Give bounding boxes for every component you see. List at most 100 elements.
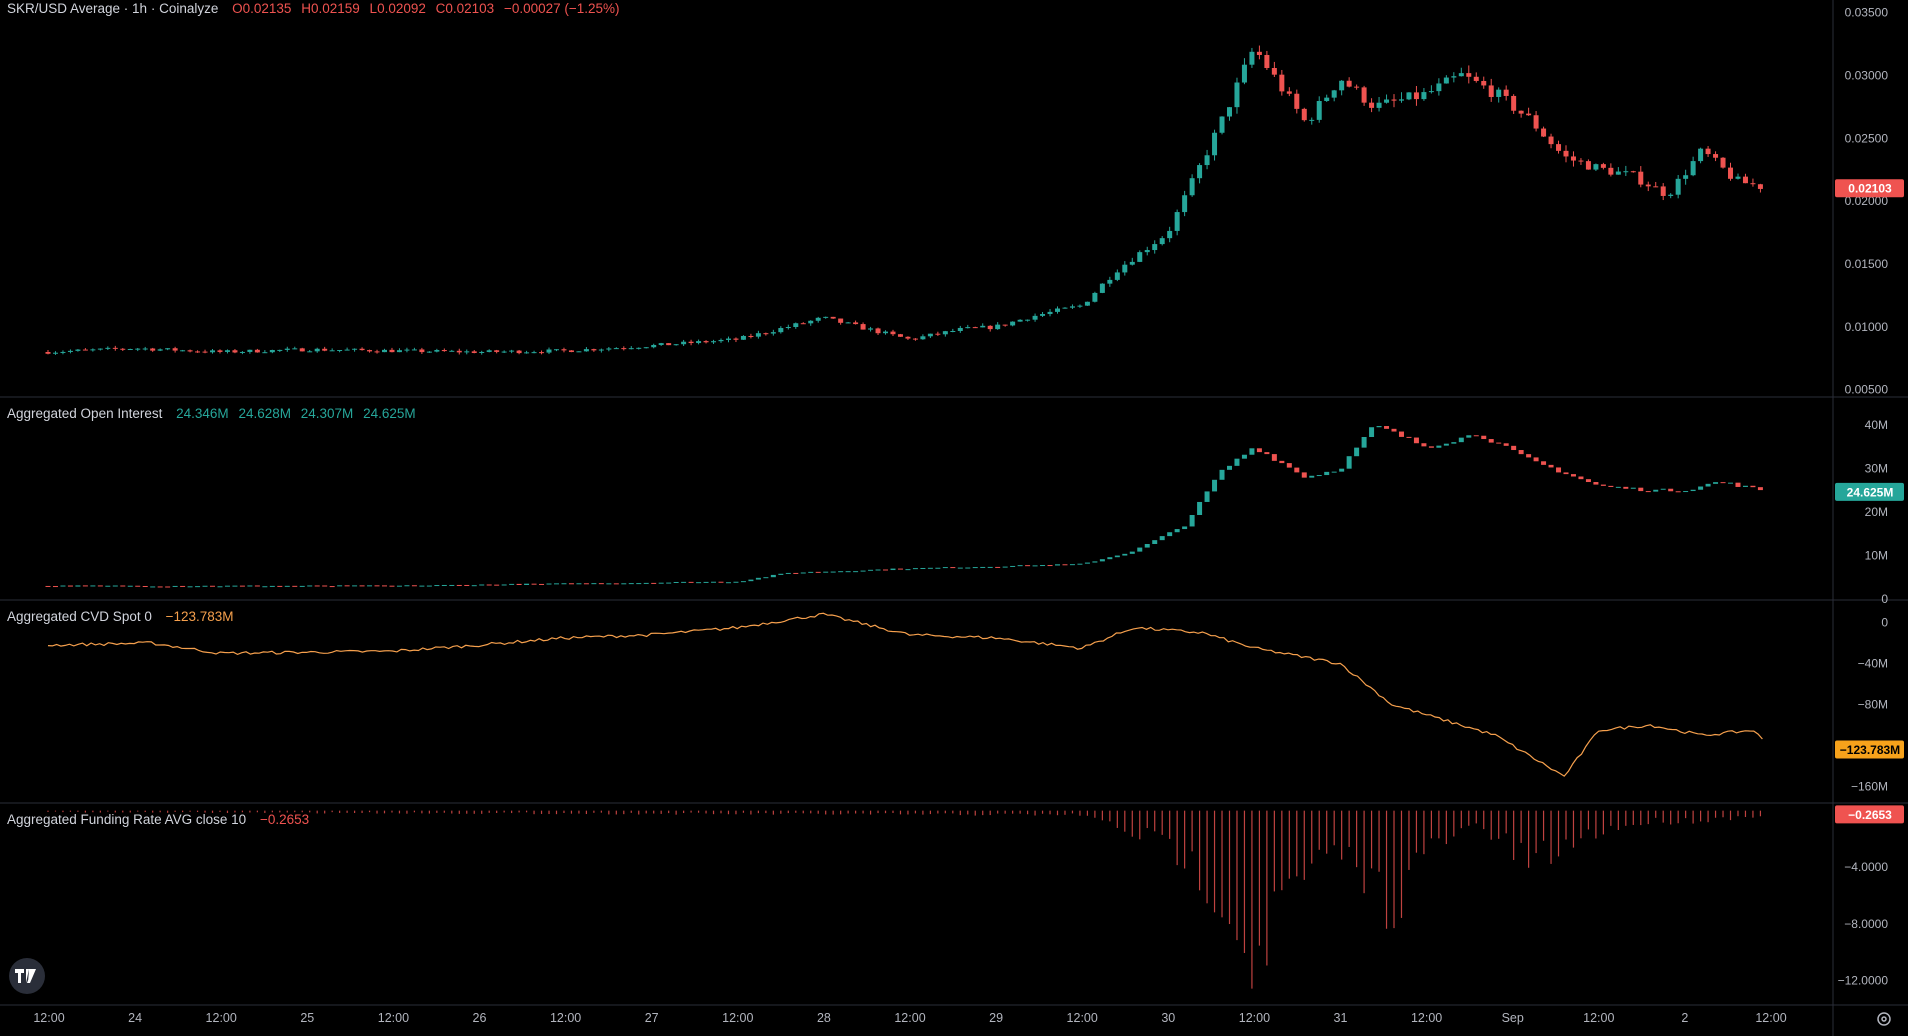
oi-candle	[912, 568, 918, 570]
oi-candle	[284, 585, 290, 587]
oi-candle	[1660, 488, 1666, 490]
cvd-tick-label: −40M	[1858, 657, 1888, 671]
price-candle	[621, 348, 627, 350]
cvd-value: −123.783M	[165, 609, 234, 624]
price-candle	[434, 350, 440, 352]
funding-pane[interactable]	[47, 810, 1762, 989]
price-pane[interactable]	[45, 45, 1763, 355]
price-candle	[1137, 252, 1143, 262]
oi-candle	[157, 586, 163, 588]
price-candle	[568, 350, 574, 353]
oi-candle	[561, 583, 567, 585]
price-candle	[1346, 80, 1352, 87]
oi-candle	[1600, 484, 1606, 486]
price-candle	[1032, 315, 1038, 320]
high-value: 0.02159	[310, 1, 360, 16]
price-candle	[1720, 157, 1726, 168]
price-candle	[1481, 80, 1487, 86]
oi-candle	[591, 583, 597, 585]
price-candle	[1301, 108, 1307, 121]
oi-candle	[1032, 565, 1038, 567]
symbol-title[interactable]: SKR/USD Average · 1h · Coinalyze	[7, 1, 219, 16]
oi-candle	[359, 585, 365, 587]
oi-candle	[838, 571, 844, 573]
open-interest-pane[interactable]	[45, 426, 1763, 588]
time-tick-label: Sep	[1502, 1011, 1524, 1025]
oi-candle	[449, 584, 455, 586]
price-candle	[210, 350, 216, 353]
oi-candle	[1436, 445, 1442, 448]
oi-candle	[1413, 437, 1419, 444]
price-candle	[1331, 90, 1337, 98]
price-candle	[419, 349, 425, 353]
oi-candle	[576, 583, 582, 585]
price-candle	[1750, 183, 1756, 185]
funding-value: −0.2653	[259, 812, 310, 827]
oi-candle	[1458, 437, 1464, 443]
price-candle	[359, 348, 365, 351]
oi-high: 24.628M	[238, 406, 291, 421]
price-candle	[696, 341, 702, 344]
tradingview-logo[interactable]	[9, 958, 45, 994]
oi-candle	[1683, 491, 1689, 493]
price-candle	[1114, 272, 1120, 280]
oi-candle	[1570, 474, 1576, 477]
funding-tick-label: −4.0000	[1844, 860, 1888, 874]
gear-icon[interactable]	[1876, 1011, 1892, 1027]
oi-candle	[60, 585, 66, 587]
price-candle	[1092, 292, 1098, 302]
oi-candle	[1473, 435, 1479, 437]
price-candle	[464, 351, 470, 353]
price-candle	[815, 317, 821, 321]
price-candle	[606, 348, 612, 350]
price-candle	[157, 349, 163, 351]
time-tick-label: 12:00	[1755, 1011, 1786, 1025]
oi-tick-label: 20M	[1865, 505, 1888, 519]
oi-candle	[165, 586, 171, 588]
price-candle	[1167, 230, 1173, 239]
oi-candle	[1720, 482, 1726, 484]
oi-candle	[1346, 456, 1352, 469]
funding-tick-label: −12.0000	[1838, 973, 1889, 987]
oi-candle	[696, 582, 702, 584]
funding-tick-label: −8.0000	[1844, 917, 1888, 931]
price-candle	[718, 339, 724, 342]
price-candle	[591, 349, 597, 351]
funding-title[interactable]: Aggregated Funding Rate AVG close 10	[7, 812, 247, 827]
price-candle	[823, 316, 829, 318]
cvd-pane[interactable]	[47, 612, 1763, 777]
price-candle	[1249, 51, 1255, 65]
oi-candle	[337, 585, 343, 587]
price-candle	[254, 349, 260, 353]
price-candle	[1189, 178, 1195, 196]
price-candle	[1728, 167, 1734, 179]
price-candle	[224, 350, 230, 352]
price-candle	[651, 344, 657, 348]
oi-candle	[1331, 471, 1337, 473]
cvd-title[interactable]: Aggregated CVD Spot 0	[7, 609, 152, 624]
price-candle	[1698, 148, 1704, 162]
oi-candle	[1742, 485, 1748, 487]
oi-candle	[277, 585, 283, 587]
oi-candle	[681, 581, 687, 583]
oi-candle	[195, 586, 201, 588]
price-candle	[1077, 305, 1083, 307]
time-tick-label: 12:00	[1583, 1011, 1614, 1025]
oi-candle	[636, 583, 642, 585]
oi-candle	[1047, 565, 1053, 567]
oi-candle	[1578, 476, 1584, 480]
price-candle	[1256, 51, 1262, 55]
price-candle	[1047, 311, 1053, 315]
price-candle	[1234, 82, 1240, 108]
price-candle	[1391, 99, 1397, 101]
oi-title[interactable]: Aggregated Open Interest	[7, 406, 163, 421]
price-candle	[1040, 314, 1046, 316]
oi-candle	[1496, 442, 1502, 444]
oi-candle	[1428, 446, 1434, 448]
oi-candle	[785, 572, 791, 574]
oi-candle	[1234, 458, 1240, 466]
price-candle	[262, 352, 268, 354]
oi-candle	[1286, 463, 1292, 468]
oi-tick-label: 30M	[1865, 462, 1888, 476]
